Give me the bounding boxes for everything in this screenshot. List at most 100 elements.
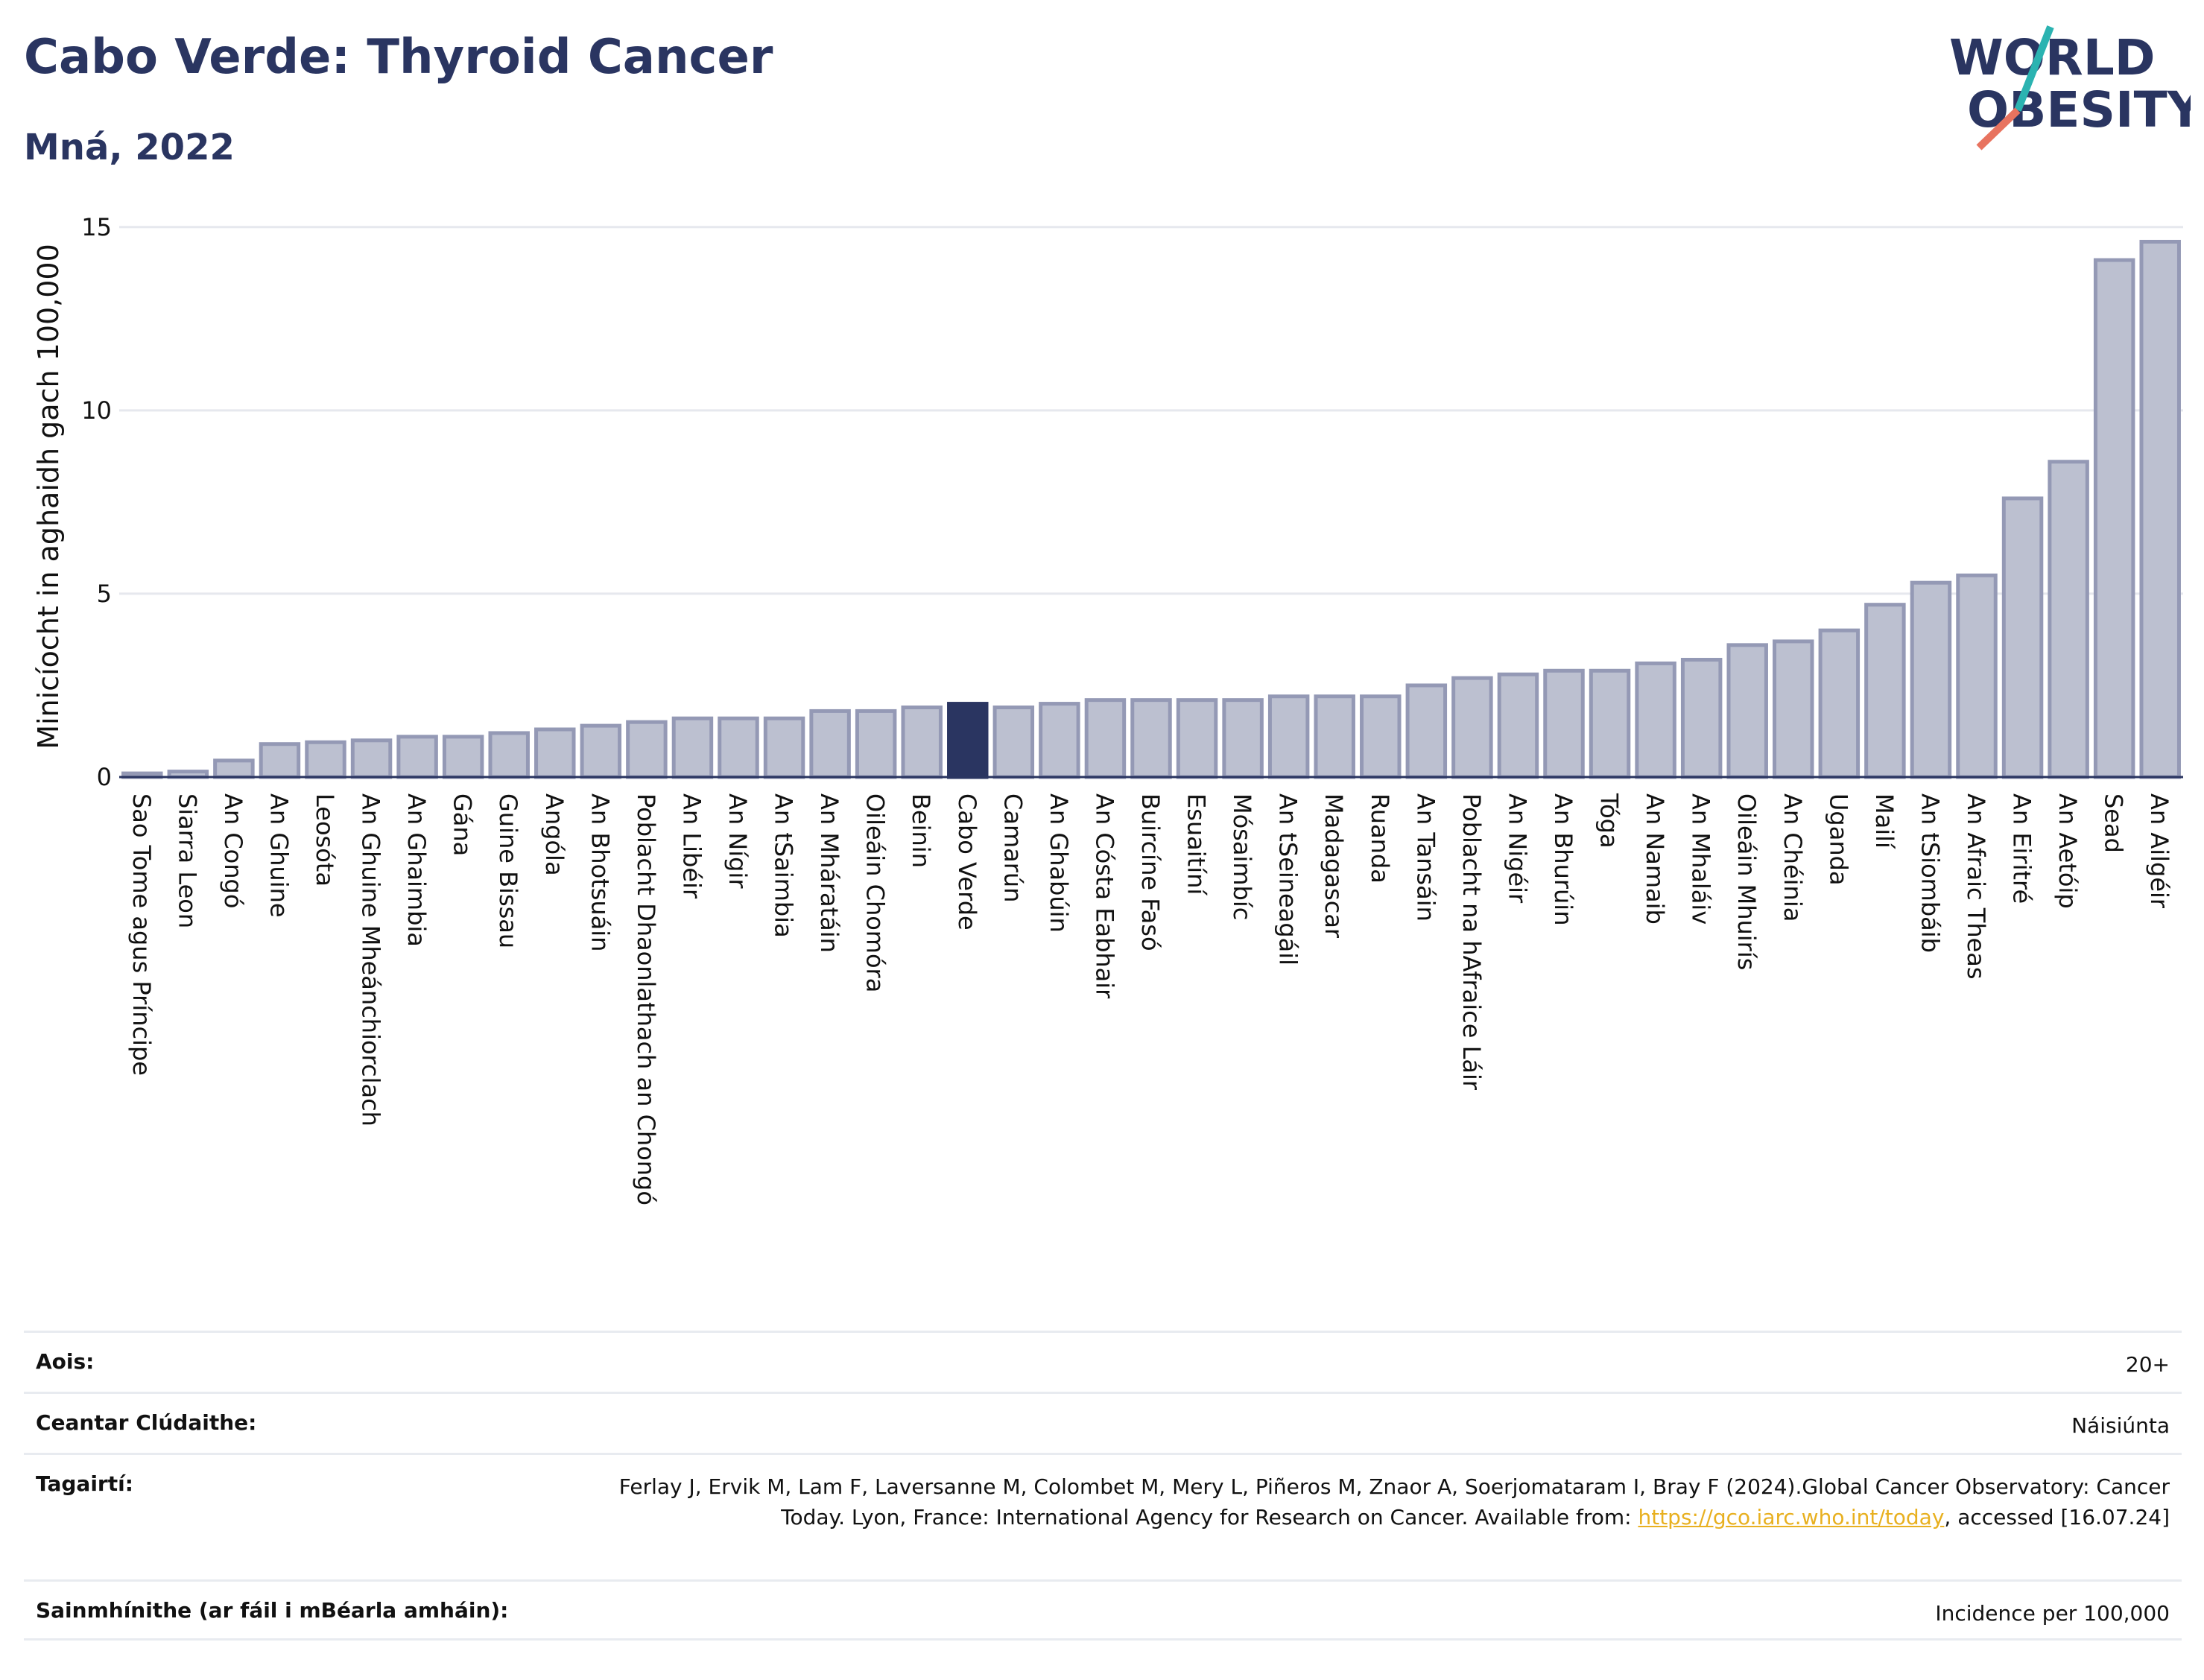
bar [1176,698,1218,779]
bar [1360,694,1402,779]
reference-link[interactable]: https://gco.iarc.who.int/today [1638,1505,1945,1530]
bar [2048,460,2089,779]
bar [350,738,393,779]
bar [1773,639,1814,779]
x-category-label: An Nígir [723,793,752,889]
bar [213,758,255,779]
x-axis-labels: Sao Tome agus Príncipe Siarra Leon An Cong… [127,793,2173,1205]
bar [2139,239,2181,779]
x-category-label: Uganda [1824,793,1852,886]
bar [1130,698,1172,779]
x-category-label: Gána [449,793,477,856]
bar [2001,496,2044,779]
info-row-coverage: Ceantar Clúdaithe: Náisiúnta [24,1392,2182,1453]
x-category-label: An Chéinia [1779,793,1807,922]
info-row-definitions: Sainmhínithe (ar fáil i mBéarla amháin):… [24,1579,2182,1641]
x-category-label: Buircíne Fasó [1136,793,1165,951]
x-category-label: An Cósta Eabhair [1090,793,1118,999]
bar [1543,668,1585,779]
info-value-references: Ferlay J, Ervik M, Lam F, Laversanne M, … [605,1471,2170,1532]
bar [1405,683,1448,779]
info-row-age: Aois: 20+ [24,1331,2182,1392]
y-tick-label: 10 [81,396,112,425]
x-category-label: Esuaitíní [1182,793,1211,896]
bar [396,735,438,779]
x-category-label: Sao Tome agus Príncipe [127,793,156,1076]
x-category-label: An Tansáin [1411,793,1440,922]
info-value-definitions: Incidence per 100,000 [1935,1601,2170,1626]
bar [1497,672,1539,779]
bar [1589,668,1631,779]
x-category-label: An tSaimbia [770,793,798,938]
x-category-label: An Bhotsuáin [586,793,614,951]
x-category-label: An Nigéir [1503,793,1531,904]
y-tick-label: 15 [81,213,112,241]
logo-line1: WORLD [1949,29,2156,86]
x-category-label: An Afraic Theas [1962,793,1990,980]
x-category-label: Madagascar [1320,793,1348,939]
y-axis-title: Minicíocht in aghaidh gach 100,000 [32,244,65,749]
x-category-label: An Mháratáin [815,793,843,953]
bar [718,716,759,779]
bar [1039,702,1080,779]
x-category-label: An tSeineagáil [1274,793,1302,966]
x-category-label: An Congó [219,793,247,908]
bar [534,727,576,779]
bar [2093,258,2135,779]
x-category-label: An Eiritré [2008,793,2036,904]
x-category-label: Ruanda [1366,793,1394,884]
bar [1451,676,1493,779]
logo-slash-coral [1976,107,2021,150]
x-category-label: Tóga [1595,793,1624,849]
logo-line2: OBESITY [1967,81,2191,139]
info-label-coverage: Ceantar Clúdaithe: [36,1410,257,1435]
x-category-label: An Libéir [677,793,706,899]
x-category-label: Mósaimbíc [1228,793,1256,920]
bar [1956,573,1998,779]
bar [1267,694,1310,779]
bar [671,716,714,779]
info-label-references: Tagairtí: [36,1471,133,1496]
grid-lines [119,226,2183,595]
bar [442,735,484,779]
bar [809,709,851,779]
y-axis-ticks: 0 5 10 15 [81,213,112,791]
x-category-label: An Ghabúin [1045,793,1073,933]
info-row-references: Tagairtí: Ferlay J, Ervik M, Lam F, Lave… [24,1453,2182,1579]
bar [1635,661,1676,779]
bar [1910,580,1952,779]
bar [1818,628,1861,779]
bar [1864,603,1906,779]
bar-chart: 0 5 10 15 Sao Tome agus Príncipe Siarra Leon… [32,213,2183,1205]
x-category-label: An tSiombáib [1916,793,1944,953]
x-category-label: An Mhaláiv [1687,793,1715,925]
reference-accessed: , accessed [16.07.24] [1944,1505,2170,1530]
x-category-label: An Ailgéir [2145,793,2173,909]
reference-text: Ferlay J, Ervik M, Lam F, Laversanne M, … [618,1474,2170,1530]
page-title: Cabo Verde: Thyroid Cancer [24,30,773,85]
x-category-label: Mailí [1870,793,1899,849]
x-category-label: An Bhurúin [1549,793,1577,925]
x-category-label: Siarra Leon [173,793,201,928]
y-tick-label: 0 [97,763,112,791]
x-category-label: Oileáin Mhuirís [1732,793,1761,970]
x-category-label: Cabo Verde [953,793,981,931]
bar [580,723,622,779]
bar [1314,694,1355,779]
bar [763,716,805,779]
x-category-label: Camarún [998,793,1027,902]
bar [992,705,1035,779]
page-subtitle: Mná, 2022 [24,127,235,168]
info-table: Aois: 20+ Ceantar Clúdaithe: Náisiúnta T… [24,1331,2182,1641]
info-label-age: Aois: [36,1349,95,1374]
bar [1084,698,1127,779]
bar [855,709,897,779]
x-category-label: Poblacht Dhaonlathach an Chongó [632,793,660,1205]
world-obesity-logo: WORLD OBESITY [1949,25,2191,150]
y-tick-label: 5 [97,580,112,608]
x-category-label: Angóla [540,793,569,876]
bar [626,720,668,779]
x-category-label: Poblacht na hAfraice Láir [1457,793,1486,1091]
bar [1726,643,1768,779]
x-category-label: An Ghaimbia [402,793,431,947]
